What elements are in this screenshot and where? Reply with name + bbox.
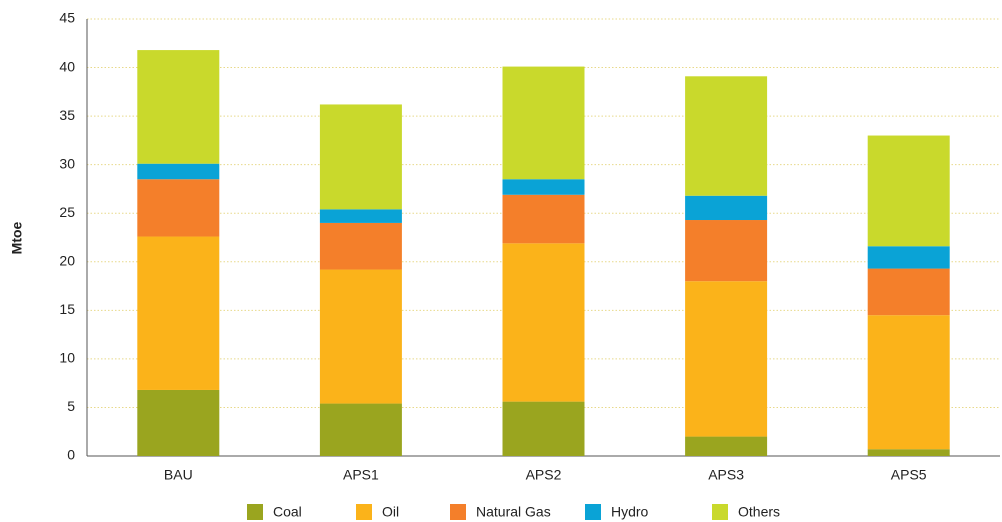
bar-segment <box>867 315 950 450</box>
x-tick-label: APS2 <box>526 467 562 483</box>
bar-segment <box>502 243 585 402</box>
bar-segment <box>319 269 402 404</box>
bar-segment <box>137 50 220 164</box>
bar-segment <box>867 268 950 316</box>
y-tick-label: 30 <box>59 155 75 171</box>
bar-segment <box>502 401 585 456</box>
legend-label: Hydro <box>611 504 649 520</box>
legend-label: Others <box>738 504 780 520</box>
bar-segment <box>867 135 950 247</box>
x-tick-label: APS3 <box>708 467 744 483</box>
y-tick-label: 35 <box>59 107 75 123</box>
y-tick-label: 20 <box>59 252 75 268</box>
bar-segment <box>319 104 402 210</box>
bar-segment <box>502 194 585 244</box>
legend-swatch <box>450 504 466 520</box>
bar-segment <box>137 179 220 237</box>
legend-label: Natural Gas <box>476 504 551 520</box>
x-tick-label: BAU <box>164 467 193 483</box>
y-tick-label: 45 <box>59 10 75 26</box>
legend-label: Oil <box>382 504 399 520</box>
x-tick-label: APS1 <box>343 467 379 483</box>
y-tick-label: 5 <box>67 398 75 414</box>
bar-segment <box>137 389 220 456</box>
y-tick-label: 0 <box>67 447 75 463</box>
y-tick-label: 40 <box>59 58 75 74</box>
y-tick-label: 15 <box>59 301 75 317</box>
bar-segment <box>685 281 768 437</box>
bar-segment <box>137 163 220 180</box>
legend-swatch <box>356 504 372 520</box>
legend-swatch <box>712 504 728 520</box>
legend-swatch <box>585 504 601 520</box>
bar-segment <box>502 179 585 195</box>
bar-segment <box>319 222 402 270</box>
bar-segment <box>502 66 585 180</box>
bar-segment <box>685 195 768 221</box>
bar-segment <box>319 403 402 456</box>
bar-segment <box>867 449 950 456</box>
x-tick-label: APS5 <box>891 467 927 483</box>
bar-segment <box>685 220 768 282</box>
y-axis-label: Mtoe <box>9 221 25 254</box>
bar-segment <box>137 236 220 390</box>
bar-segment <box>685 76 768 196</box>
y-tick-label: 10 <box>59 350 75 366</box>
bar-segment <box>685 436 768 456</box>
legend-label: Coal <box>273 504 302 520</box>
bar-segment <box>867 246 950 269</box>
legend-swatch <box>247 504 263 520</box>
bar-segment <box>319 209 402 223</box>
y-tick-label: 25 <box>59 204 75 220</box>
